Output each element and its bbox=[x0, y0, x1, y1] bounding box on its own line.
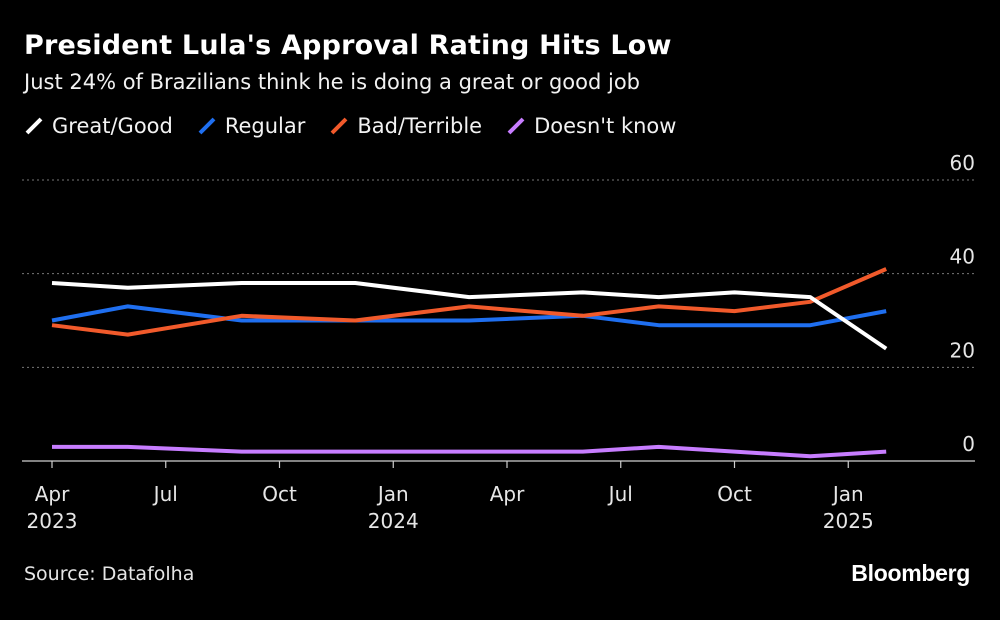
series-line-bad-terrible bbox=[51, 267, 887, 337]
source-note: Source: Datafolha bbox=[24, 563, 195, 585]
series-line-doesn-t-know bbox=[52, 444, 887, 459]
legend-label: Great/Good bbox=[52, 114, 173, 138]
legend-swatch bbox=[507, 117, 525, 135]
legend-item: Bad/Terrible bbox=[329, 114, 482, 138]
x-tick-label: Jul bbox=[607, 482, 633, 506]
x-tick-label: Jan bbox=[376, 482, 409, 506]
bloomberg-logo: Bloomberg bbox=[851, 560, 970, 586]
chart-title: President Lula's Approval Rating Hits Lo… bbox=[24, 30, 672, 61]
chart-legend: Great/Good Regular Bad/Terrible Doesn't kno… bbox=[24, 114, 700, 138]
legend-item: Regular bbox=[197, 114, 306, 138]
legend-swatch bbox=[25, 117, 43, 135]
series-line-great-good bbox=[51, 281, 888, 351]
y-tick-label: 0 bbox=[962, 432, 975, 456]
legend-label: Bad/Terrible bbox=[357, 114, 483, 138]
y-tick-label: 40 bbox=[950, 245, 975, 269]
legend-swatch bbox=[330, 117, 348, 135]
x-tick-label: Apr bbox=[35, 482, 70, 506]
legend-item: Great/Good bbox=[24, 114, 173, 138]
x-tick-year-label: 2025 bbox=[823, 509, 874, 533]
legend-item: Doesn't know bbox=[506, 114, 676, 138]
x-tick-year-label: 2024 bbox=[368, 509, 419, 533]
legend-swatch bbox=[198, 117, 216, 135]
y-tick-label: 20 bbox=[950, 338, 975, 362]
x-tick-label: Oct bbox=[262, 482, 297, 506]
x-tick-label: Jan bbox=[831, 482, 864, 506]
legend-label: Regular bbox=[224, 114, 306, 138]
x-tick-label: Oct bbox=[717, 482, 752, 506]
x-tick-label: Apr bbox=[490, 482, 525, 506]
y-tick-label: 60 bbox=[950, 151, 975, 175]
x-tick-year-label: 2023 bbox=[27, 509, 78, 533]
series-line-regular bbox=[51, 304, 887, 328]
x-tick-label: Jul bbox=[152, 482, 178, 506]
legend-label: Doesn't know bbox=[534, 114, 677, 138]
chart-subtitle: Just 24% of Brazilians think he is doing… bbox=[24, 70, 641, 94]
